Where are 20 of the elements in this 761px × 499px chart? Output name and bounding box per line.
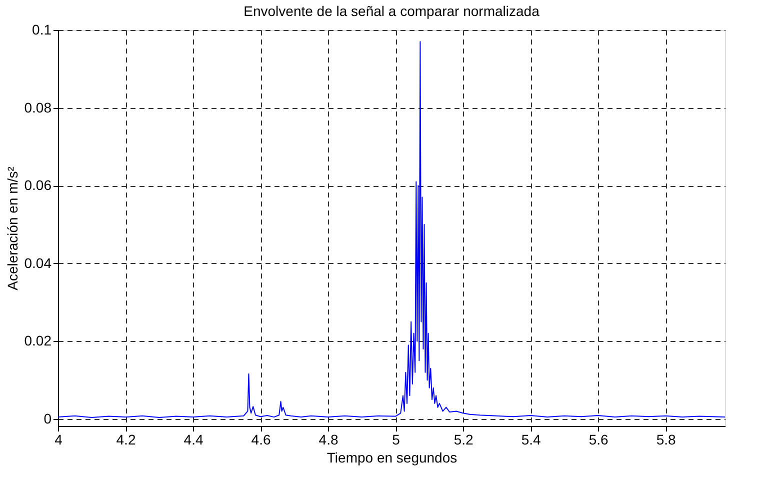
x-tick-label: 5 [392,432,400,448]
x-tick-label: 4.8 [318,432,338,448]
y-tick-label: 0.08 [24,99,52,116]
y-tick-label: 0 [44,410,52,426]
x-tick-label: 5.6 [588,432,609,448]
y-tick-label: 0.1 [32,22,52,38]
x-tick-label: 4.4 [184,432,204,448]
line-series [58,41,725,418]
y-axis-title: Aceleración en m/s² [4,166,20,290]
x-tick-label: 5.8 [656,432,676,448]
chart-title: Envolvente de la señal a comparar normalizada [244,3,540,19]
x-tick-label: 4.6 [251,432,271,448]
y-tick-label: 0.04 [24,254,52,271]
x-tick-label: 4.2 [116,432,136,448]
x-tick-label: 5.4 [521,432,542,448]
y-tick-label: 0.02 [24,332,52,349]
x-tick-label: 5.2 [454,432,474,448]
y-tick-label: 0.06 [24,177,52,194]
x-tick-label: 4 [54,432,63,448]
x-axis-title: Tiempo en segundos [326,450,458,466]
